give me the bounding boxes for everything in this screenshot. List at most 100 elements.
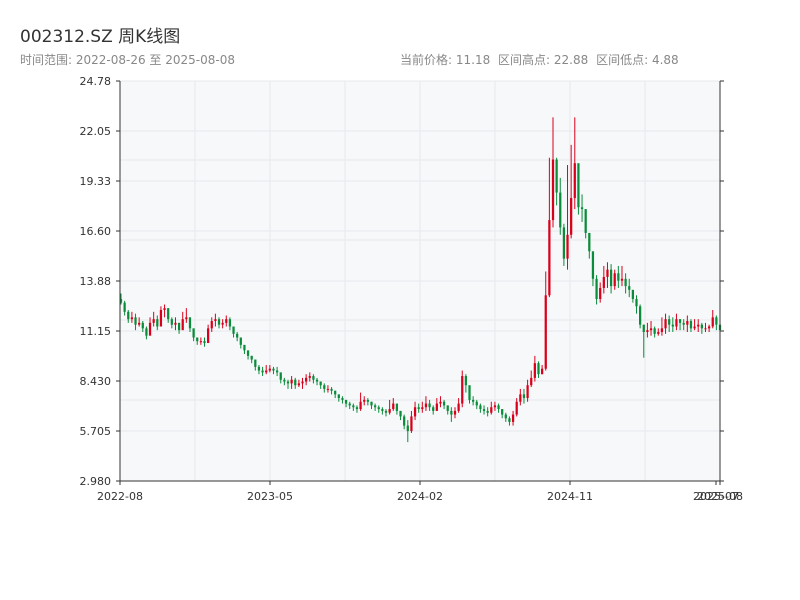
candle-body bbox=[464, 376, 468, 386]
candle-body bbox=[435, 403, 438, 411]
candle-body bbox=[544, 295, 547, 369]
candle-body bbox=[562, 227, 566, 259]
candle-body bbox=[315, 379, 319, 382]
candle-body bbox=[323, 385, 326, 389]
candle-body bbox=[424, 403, 428, 408]
candle-body bbox=[377, 407, 380, 410]
candle-body bbox=[551, 159, 555, 221]
candle-body bbox=[573, 163, 576, 199]
candle-body bbox=[432, 407, 435, 411]
candle-body bbox=[348, 403, 351, 406]
candle-body bbox=[290, 379, 293, 384]
candle-body bbox=[388, 409, 391, 413]
candle-body bbox=[406, 425, 409, 432]
candle-body bbox=[642, 324, 645, 333]
candle-body bbox=[668, 319, 671, 325]
candle-body bbox=[450, 410, 453, 415]
candle-body bbox=[609, 269, 613, 287]
range-low-label: 区间低点: 4.88 bbox=[596, 53, 679, 67]
y-tick-label: 11.15 bbox=[80, 325, 112, 338]
candle-body bbox=[207, 328, 210, 344]
candle-body bbox=[693, 326, 696, 329]
candle-body bbox=[399, 410, 402, 417]
candle-body bbox=[334, 390, 337, 395]
candle-body bbox=[185, 317, 188, 320]
candle-body bbox=[352, 405, 355, 408]
candle-body bbox=[257, 366, 261, 371]
candle-body bbox=[421, 407, 424, 410]
candle-body bbox=[631, 289, 634, 299]
candle-body bbox=[341, 398, 344, 400]
candle-body bbox=[254, 359, 257, 367]
candle-body bbox=[697, 324, 700, 327]
candle-body bbox=[181, 319, 184, 331]
candle-body bbox=[170, 319, 173, 325]
y-tick-label: 19.33 bbox=[80, 175, 112, 188]
candle-body bbox=[163, 308, 166, 310]
candle-body bbox=[119, 298, 123, 303]
candle-body bbox=[344, 399, 348, 404]
candle-body bbox=[584, 209, 587, 233]
candle-body bbox=[410, 416, 413, 432]
candle-body bbox=[486, 410, 489, 413]
candle-body bbox=[540, 368, 544, 375]
candle-body bbox=[508, 418, 511, 422]
candle-body bbox=[493, 405, 497, 408]
candle-body bbox=[428, 403, 431, 408]
range-high-label: 区间高点: 22.88 bbox=[498, 53, 589, 67]
candle-body bbox=[457, 403, 460, 411]
candle-body bbox=[330, 388, 333, 391]
candle-body bbox=[392, 403, 395, 410]
candle-body bbox=[210, 321, 213, 329]
candle-body bbox=[279, 372, 282, 380]
candle-body bbox=[635, 298, 638, 307]
date-range-label: 时间范围: 2022-08-26 至 2025-08-08 bbox=[20, 53, 235, 67]
candle-body bbox=[628, 286, 631, 290]
current-price-label: 当前价格: 11.18 bbox=[400, 53, 491, 67]
candle-body bbox=[294, 379, 297, 386]
candle-body bbox=[359, 401, 362, 410]
candle-body bbox=[555, 159, 558, 193]
y-tick-label: 24.78 bbox=[80, 75, 112, 88]
candle-body bbox=[167, 308, 170, 320]
candle-body bbox=[355, 407, 359, 410]
candle-body bbox=[461, 376, 464, 404]
candle-body bbox=[232, 326, 235, 334]
candle-body bbox=[715, 317, 718, 325]
candle-body bbox=[228, 319, 232, 327]
candle-body bbox=[711, 317, 714, 327]
candle-body bbox=[145, 328, 148, 336]
price-summary: 当前价格: 11.18 区间高点: 22.88 区间低点: 4.88 bbox=[400, 51, 683, 68]
candle-body bbox=[522, 394, 526, 399]
candle-body bbox=[217, 319, 221, 325]
candle-body bbox=[599, 287, 602, 299]
y-tick-label: 16.60 bbox=[80, 225, 112, 238]
candle-body bbox=[617, 273, 620, 281]
candle-body bbox=[312, 376, 315, 380]
candle-body bbox=[174, 322, 177, 325]
candle-body bbox=[497, 405, 500, 410]
candle-body bbox=[624, 278, 627, 287]
chart-title: 002312.SZ 周K线图 bbox=[20, 27, 181, 47]
y-tick-label: 2.980 bbox=[80, 475, 112, 488]
candle-body bbox=[275, 370, 279, 373]
candle-body bbox=[366, 399, 369, 402]
candle-body bbox=[613, 273, 616, 287]
candle-body bbox=[511, 414, 515, 422]
candle-body bbox=[268, 368, 271, 371]
candle-body bbox=[675, 319, 678, 327]
x-tick-label: 2025-08 bbox=[697, 490, 743, 503]
candle-body bbox=[588, 232, 591, 252]
candle-body bbox=[577, 163, 580, 208]
candle-body bbox=[671, 324, 674, 327]
candle-body bbox=[479, 405, 482, 410]
candle-body bbox=[660, 328, 664, 333]
candle-body bbox=[595, 278, 598, 299]
candle-body bbox=[196, 337, 199, 342]
candle-body bbox=[192, 328, 195, 338]
candle-body bbox=[221, 322, 224, 325]
candle-body bbox=[246, 350, 250, 356]
candle-body bbox=[646, 330, 649, 333]
x-tick-label: 2024-02 bbox=[397, 490, 443, 503]
